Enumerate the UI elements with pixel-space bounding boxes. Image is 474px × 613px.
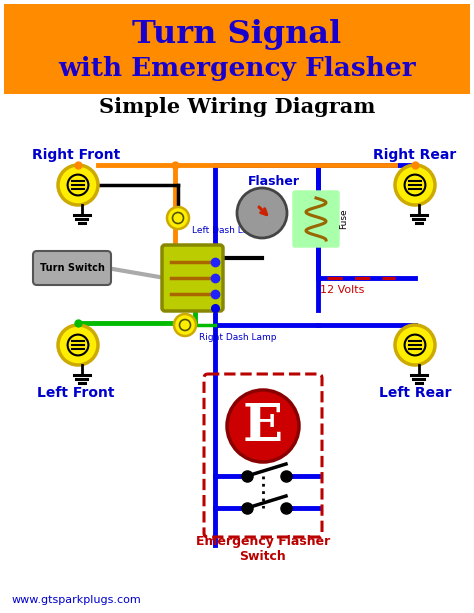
Text: www.gtsparkplugs.com: www.gtsparkplugs.com [12, 595, 142, 605]
Circle shape [395, 165, 435, 205]
Circle shape [237, 188, 287, 238]
Text: E: E [243, 400, 283, 452]
Text: with Emergency Flasher: with Emergency Flasher [58, 56, 416, 80]
Text: Turn Signal: Turn Signal [132, 18, 342, 50]
Text: Left Front: Left Front [37, 386, 115, 400]
Text: Right Dash Lamp: Right Dash Lamp [199, 332, 276, 341]
Circle shape [395, 325, 435, 365]
FancyBboxPatch shape [33, 251, 111, 285]
FancyBboxPatch shape [293, 191, 339, 247]
Text: 12 Volts: 12 Volts [320, 285, 364, 295]
Text: Turn Switch: Turn Switch [39, 263, 104, 273]
Text: Left Rear: Left Rear [379, 386, 451, 400]
Text: Right Rear: Right Rear [374, 148, 456, 162]
Text: Fuse: Fuse [339, 208, 348, 229]
Circle shape [58, 325, 98, 365]
Text: Emergency Flasher
Switch: Emergency Flasher Switch [196, 535, 330, 563]
Text: Simple Wiring Diagram: Simple Wiring Diagram [99, 97, 375, 117]
Circle shape [167, 207, 189, 229]
Text: Right Front: Right Front [32, 148, 120, 162]
Text: Flasher: Flasher [248, 175, 300, 188]
FancyBboxPatch shape [4, 4, 470, 94]
FancyBboxPatch shape [162, 245, 223, 311]
Circle shape [227, 390, 299, 462]
Circle shape [58, 165, 98, 205]
Text: Left Dash Lamp: Left Dash Lamp [192, 226, 263, 235]
Circle shape [174, 314, 196, 336]
